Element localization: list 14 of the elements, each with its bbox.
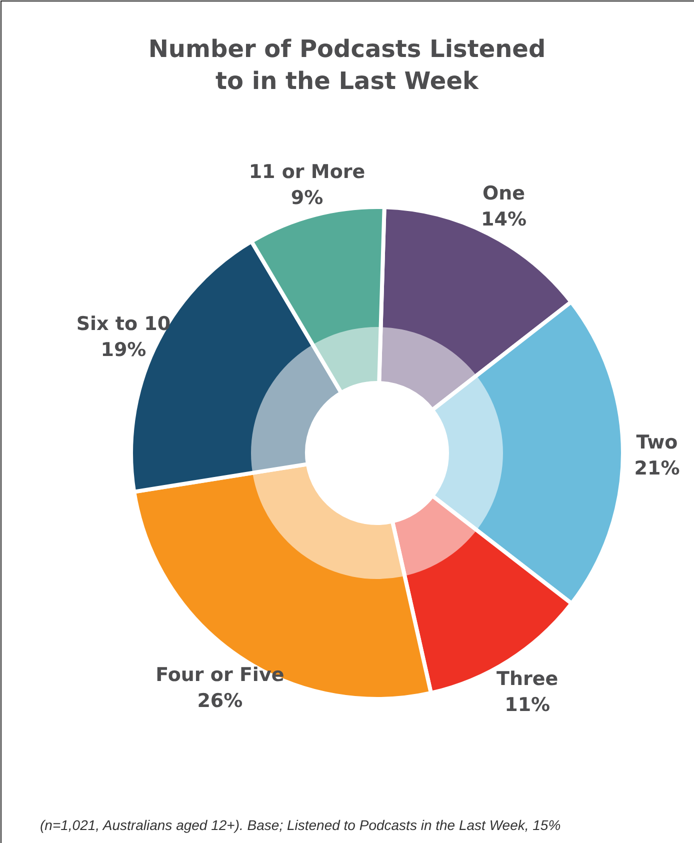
- text: (n=1,021, Australians aged 12+). Base; Listened to Podcasts in the Last Week, 15%: [40, 817, 561, 833]
- data-label: 14%: [481, 208, 527, 230]
- data-label: 11%: [504, 694, 550, 716]
- slice-label: Two: [636, 432, 678, 454]
- data-label: 9%: [290, 186, 324, 209]
- chart-title: Number of Podcasts Listened to in the Last Week: [148, 35, 546, 95]
- data-label: 21%: [634, 458, 680, 480]
- slice-label: 11 or More: [248, 160, 366, 183]
- data-label: 26%: [197, 690, 243, 712]
- slice-label: One: [482, 182, 526, 204]
- slice-label: Three: [496, 668, 558, 690]
- slice-label: Four or Five: [156, 664, 284, 686]
- data-label: 19%: [100, 339, 146, 362]
- slice-label: Six to 10: [76, 313, 171, 336]
